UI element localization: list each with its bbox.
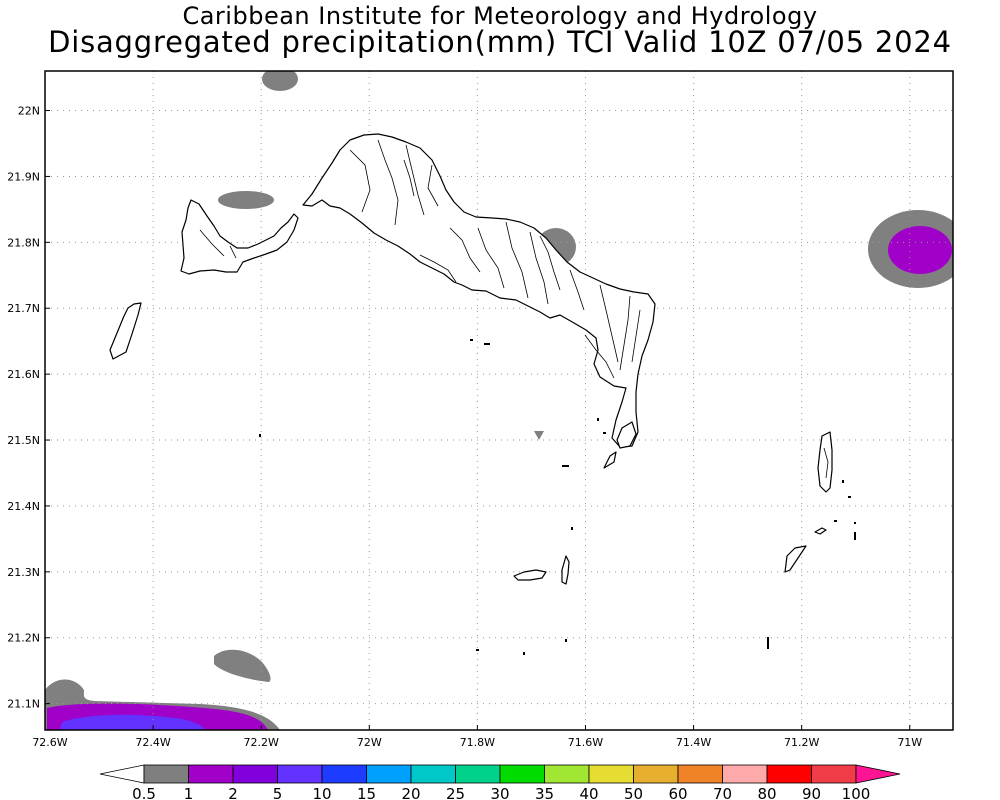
precip-area-east-edge-inner (888, 226, 952, 274)
lat-label: 21.2N (7, 632, 40, 645)
precip-area-south-central (214, 649, 271, 682)
lon-label: 71.6W (568, 736, 603, 749)
colorbar-swatch (722, 764, 768, 784)
lon-label: 72W (357, 736, 382, 749)
colorbar-label: 5 (273, 785, 283, 800)
map-subtitle: Disaggregated precipitation(mm) TCI Vali… (48, 25, 952, 59)
lat-label: 21.6N (7, 368, 40, 381)
colorbar-swatch (277, 764, 323, 784)
colorbar-label: 30 (490, 785, 509, 800)
longitude-labels: 72.6W 72.4W 72.2W 72W 71.8W 71.6W 71.4W 71.2W 71… (32, 725, 922, 749)
precip-area-southwest-inner (60, 714, 205, 730)
colorbar-swatch (677, 764, 723, 784)
latitude-labels: 22N 21.9N 21.8N 21.7N 21.6N 21.5N 21.4N 21.3N 21… (7, 105, 50, 711)
lat-label: 21.4N (7, 500, 40, 513)
map-title: Caribbean Institute for Meteorology and … (182, 2, 818, 30)
precip-area-small-triangle (534, 431, 544, 440)
island-grand-turk (817, 431, 833, 493)
lat-label: 21.1N (7, 698, 40, 711)
colorbar-swatch (232, 764, 278, 784)
coastlines (109, 133, 833, 585)
lat-label: 21.3N (7, 566, 40, 579)
colorbar-swatch (321, 764, 367, 784)
colorbar-swatch (499, 764, 545, 784)
colorbar-swatch (766, 764, 812, 784)
island-cay-b (561, 555, 570, 585)
colorbar-label: 0.5 (132, 785, 156, 800)
lon-label: 72.6W (32, 736, 67, 749)
colorbar-label: 10 (312, 785, 331, 800)
colorbar-swatch (455, 764, 501, 784)
plot-frame (44, 70, 954, 731)
colorbar-swatch (143, 764, 189, 784)
island-cay-c (814, 527, 827, 535)
colorbar-under-arrow (99, 764, 145, 784)
island-salt-cay (784, 545, 807, 573)
colorbar-label: 70 (713, 785, 732, 800)
colorbar-over-arrow (855, 764, 901, 784)
colorbar-label: 60 (668, 785, 687, 800)
island-providenciales (180, 199, 299, 275)
small-cays (259, 339, 856, 655)
lon-label: 71.4W (676, 736, 711, 749)
lon-label: 71.8W (460, 736, 495, 749)
lon-label: 71W (897, 736, 922, 749)
lat-label: 21.9N (7, 170, 40, 183)
lat-label: 21.7N (7, 302, 40, 315)
colorbar-label: 80 (757, 785, 776, 800)
colorbar-label: 90 (802, 785, 821, 800)
colorbar-swatch (188, 764, 234, 784)
colorbar-label: 35 (535, 785, 554, 800)
colorbar-label: 25 (446, 785, 465, 800)
colorbar-swatch (588, 764, 634, 784)
colorbar-swatch (366, 764, 412, 784)
colorbar-label: 15 (357, 785, 376, 800)
lon-label: 72.2W (244, 736, 279, 749)
colorbar-label: 50 (624, 785, 643, 800)
colorbar-label: 100 (842, 785, 871, 800)
colorbar-swatch (410, 764, 456, 784)
coastline-details (199, 139, 829, 479)
colorbar-label: 20 (401, 785, 420, 800)
lon-label: 71.2W (784, 736, 819, 749)
lat-label: 21.5N (7, 434, 40, 447)
lat-label: 21.8N (7, 236, 40, 249)
colorbar-label: 40 (579, 785, 598, 800)
island-caicos-main (302, 133, 656, 448)
island-east-cay-1 (603, 451, 617, 469)
island-east-caicos-south (616, 421, 637, 449)
precip-area-northwest (218, 191, 274, 209)
precipitation-layer (45, 71, 953, 730)
lat-label: 22N (18, 105, 40, 118)
colorbar-label: 1 (184, 785, 194, 800)
island-cay-a (513, 569, 547, 581)
map-grid (45, 71, 953, 730)
colorbar-swatch (544, 764, 590, 784)
colorbar-swatch (633, 764, 679, 784)
lon-label: 72.4W (135, 736, 170, 749)
precip-area-north-edge (262, 71, 298, 91)
colorbar: 0.5 1 2 5 10 15 20 25 30 35 40 50 60 70 80 90 100 (99, 764, 901, 800)
colorbar-label: 2 (228, 785, 238, 800)
colorbar-swatch (811, 764, 857, 784)
island-west-caicos (109, 302, 142, 360)
